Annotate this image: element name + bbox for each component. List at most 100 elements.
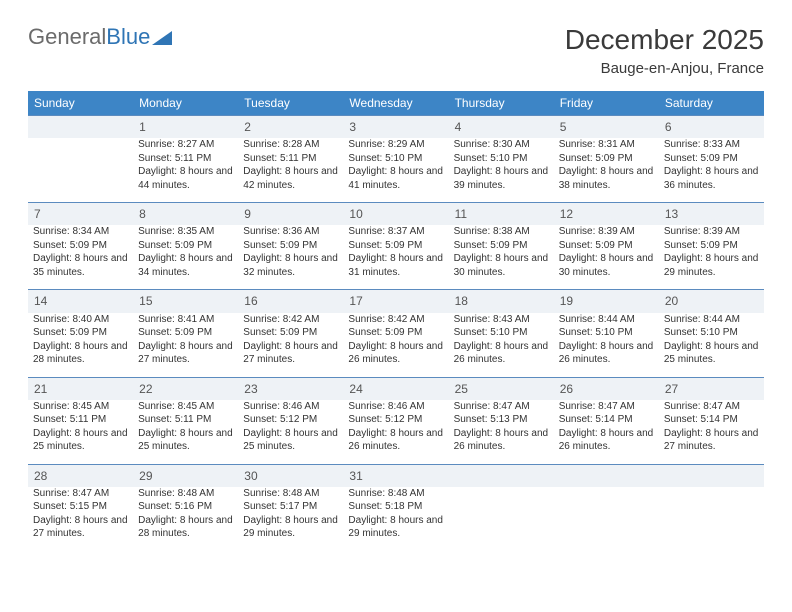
sunset-text: Sunset: 5:10 PM — [454, 152, 549, 166]
day-number-cell: 26 — [554, 377, 659, 400]
day-number-cell — [449, 464, 554, 487]
daylight-text: Daylight: 8 hours and 27 minutes. — [664, 427, 759, 454]
day-content-cell: Sunrise: 8:40 AMSunset: 5:09 PMDaylight:… — [28, 313, 133, 378]
day-number-cell: 23 — [238, 377, 343, 400]
sunrise-text: Sunrise: 8:31 AM — [559, 138, 654, 152]
day-number-cell: 10 — [343, 203, 448, 226]
sunrise-text: Sunrise: 8:36 AM — [243, 225, 338, 239]
weekday-header: Sunday — [28, 91, 133, 116]
day-content-cell: Sunrise: 8:28 AMSunset: 5:11 PMDaylight:… — [238, 138, 343, 203]
daylight-text: Daylight: 8 hours and 36 minutes. — [664, 165, 759, 192]
sunrise-text: Sunrise: 8:47 AM — [33, 487, 128, 501]
daylight-text: Daylight: 8 hours and 28 minutes. — [138, 514, 233, 541]
day-number-cell: 20 — [659, 290, 764, 313]
daylight-text: Daylight: 8 hours and 27 minutes. — [138, 340, 233, 367]
day-content-cell: Sunrise: 8:44 AMSunset: 5:10 PMDaylight:… — [554, 313, 659, 378]
day-content-cell: Sunrise: 8:42 AMSunset: 5:09 PMDaylight:… — [343, 313, 448, 378]
day-number-cell — [28, 116, 133, 139]
sunrise-text: Sunrise: 8:39 AM — [559, 225, 654, 239]
day-number-cell: 24 — [343, 377, 448, 400]
sunrise-text: Sunrise: 8:40 AM — [33, 313, 128, 327]
day-number-cell — [659, 464, 764, 487]
day-content-cell: Sunrise: 8:47 AMSunset: 5:15 PMDaylight:… — [28, 487, 133, 551]
day-content-row: Sunrise: 8:45 AMSunset: 5:11 PMDaylight:… — [28, 400, 764, 465]
day-content-row: Sunrise: 8:40 AM Sunset: 5:09 PM Daylight:… — [28, 313, 764, 378]
brand-triangle-icon — [152, 29, 172, 45]
day-number-row: 28293031 — [28, 464, 764, 487]
sunset-text: Sunset: 5:09 PM — [664, 239, 759, 253]
day-number-cell: 19 — [554, 290, 659, 313]
sunset-text: Sunset: 5:09 PM — [559, 239, 654, 253]
sunrise-text: Sunrise: 8:44 AM — [559, 313, 654, 327]
daylight-text: Daylight: 8 hours and 28 minutes. — [33, 340, 128, 367]
day-number-cell: 2 — [238, 116, 343, 139]
day-number-cell: 27 — [659, 377, 764, 400]
day-content-cell: Sunrise: 8:48 AMSunset: 5:18 PMDaylight:… — [343, 487, 448, 551]
calendar-table: Sunday Monday Tuesday Wednesday Thursday… — [28, 91, 764, 551]
weekday-header: Saturday — [659, 91, 764, 116]
day-content-cell — [659, 487, 764, 551]
sunrise-text: Sunrise: 8:46 AM — [348, 400, 443, 414]
sunrise-text: Sunrise: 8:48 AM — [243, 487, 338, 501]
day-content-cell: Sunrise: 8:47 AMSunset: 5:14 PMDaylight:… — [659, 400, 764, 465]
day-content-cell — [28, 138, 133, 203]
day-number-cell: 21 — [28, 377, 133, 400]
day-content-cell: Sunrise: 8:48 AMSunset: 5:17 PMDaylight:… — [238, 487, 343, 551]
day-content-cell: Sunrise: 8:41 AMSunset: 5:09 PMDaylight:… — [133, 313, 238, 378]
sunrise-text: Sunrise: 8:43 AM — [454, 313, 549, 327]
sunset-text: Sunset: 5:14 PM — [664, 413, 759, 427]
sunset-text: Sunset: 5:12 PM — [348, 413, 443, 427]
daylight-text: Daylight: 8 hours and 26 minutes. — [454, 427, 549, 454]
day-number-cell: 25 — [449, 377, 554, 400]
day-content-cell: Sunrise: 8:46 AMSunset: 5:12 PMDaylight:… — [238, 400, 343, 465]
day-content-cell: Sunrise: 8:36 AMSunset: 5:09 PMDaylight:… — [238, 225, 343, 290]
day-number-cell: 9 — [238, 203, 343, 226]
day-content-cell: Sunrise: 8:47 AMSunset: 5:13 PMDaylight:… — [449, 400, 554, 465]
sunset-text: Sunset: 5:18 PM — [348, 500, 443, 514]
sunset-text: Sunset: 5:09 PM — [243, 326, 338, 340]
day-number-cell: 30 — [238, 464, 343, 487]
sunset-text: Sunset: 5:09 PM — [138, 239, 233, 253]
day-content-cell: Sunrise: 8:29 AMSunset: 5:10 PMDaylight:… — [343, 138, 448, 203]
daylight-text: Daylight: 8 hours and 34 minutes. — [138, 252, 233, 279]
day-content-cell: Sunrise: 8:46 AMSunset: 5:12 PMDaylight:… — [343, 400, 448, 465]
daylight-text: Daylight: 8 hours and 30 minutes. — [454, 252, 549, 279]
daylight-text: Daylight: 8 hours and 25 minutes. — [33, 427, 128, 454]
calendar-page: GeneralBlue December 2025 Bauge-en-Anjou… — [0, 0, 792, 571]
brand-text-blue: Blue — [106, 24, 150, 50]
daylight-text: Daylight: 8 hours and 26 minutes. — [559, 340, 654, 367]
day-number-cell: 1 — [133, 116, 238, 139]
sunrise-text: Sunrise: 8:48 AM — [138, 487, 233, 501]
day-content-cell: Sunrise: 8:44 AMSunset: 5:10 PMDaylight:… — [659, 313, 764, 378]
daylight-text: Daylight: 8 hours and 31 minutes. — [348, 252, 443, 279]
sunrise-text: Sunrise: 8:46 AM — [243, 400, 338, 414]
sunrise-text: Sunrise: 8:48 AM — [348, 487, 443, 501]
day-content-row: Sunrise: 8:47 AMSunset: 5:15 PMDaylight:… — [28, 487, 764, 551]
day-content-cell: Sunrise: 8:43 AMSunset: 5:10 PMDaylight:… — [449, 313, 554, 378]
day-number-cell: 17 — [343, 290, 448, 313]
daylight-text: Daylight: 8 hours and 29 minutes. — [243, 514, 338, 541]
day-content-cell: Sunrise: 8:30 AMSunset: 5:10 PMDaylight:… — [449, 138, 554, 203]
sunset-text: Sunset: 5:16 PM — [138, 500, 233, 514]
sunrise-text: Sunrise: 8:29 AM — [348, 138, 443, 152]
day-content-cell: Sunrise: 8:48 AMSunset: 5:16 PMDaylight:… — [133, 487, 238, 551]
sunrise-text: Sunrise: 8:38 AM — [454, 225, 549, 239]
day-number-cell: 14 — [28, 290, 133, 313]
day-content-cell: Sunrise: 8:31 AMSunset: 5:09 PMDaylight:… — [554, 138, 659, 203]
daylight-text: Daylight: 8 hours and 26 minutes. — [348, 340, 443, 367]
sunrise-text: Sunrise: 8:42 AM — [243, 313, 338, 327]
sunrise-text: Sunrise: 8:42 AM — [348, 313, 443, 327]
daylight-text: Daylight: 8 hours and 26 minutes. — [454, 340, 549, 367]
sunset-text: Sunset: 5:13 PM — [454, 413, 549, 427]
daylight-text: Daylight: 8 hours and 25 minutes. — [243, 427, 338, 454]
sunset-text: Sunset: 5:14 PM — [559, 413, 654, 427]
sunrise-text: Sunrise: 8:47 AM — [664, 400, 759, 414]
sunset-text: Sunset: 5:11 PM — [33, 413, 128, 427]
daylight-text: Daylight: 8 hours and 27 minutes. — [33, 514, 128, 541]
day-content-cell: Sunrise: 8:37 AMSunset: 5:09 PMDaylight:… — [343, 225, 448, 290]
sunrise-text: Sunrise: 8:33 AM — [664, 138, 759, 152]
weekday-header: Thursday — [449, 91, 554, 116]
sunset-text: Sunset: 5:11 PM — [138, 152, 233, 166]
sunset-text: Sunset: 5:10 PM — [348, 152, 443, 166]
daylight-text: Daylight: 8 hours and 26 minutes. — [348, 427, 443, 454]
